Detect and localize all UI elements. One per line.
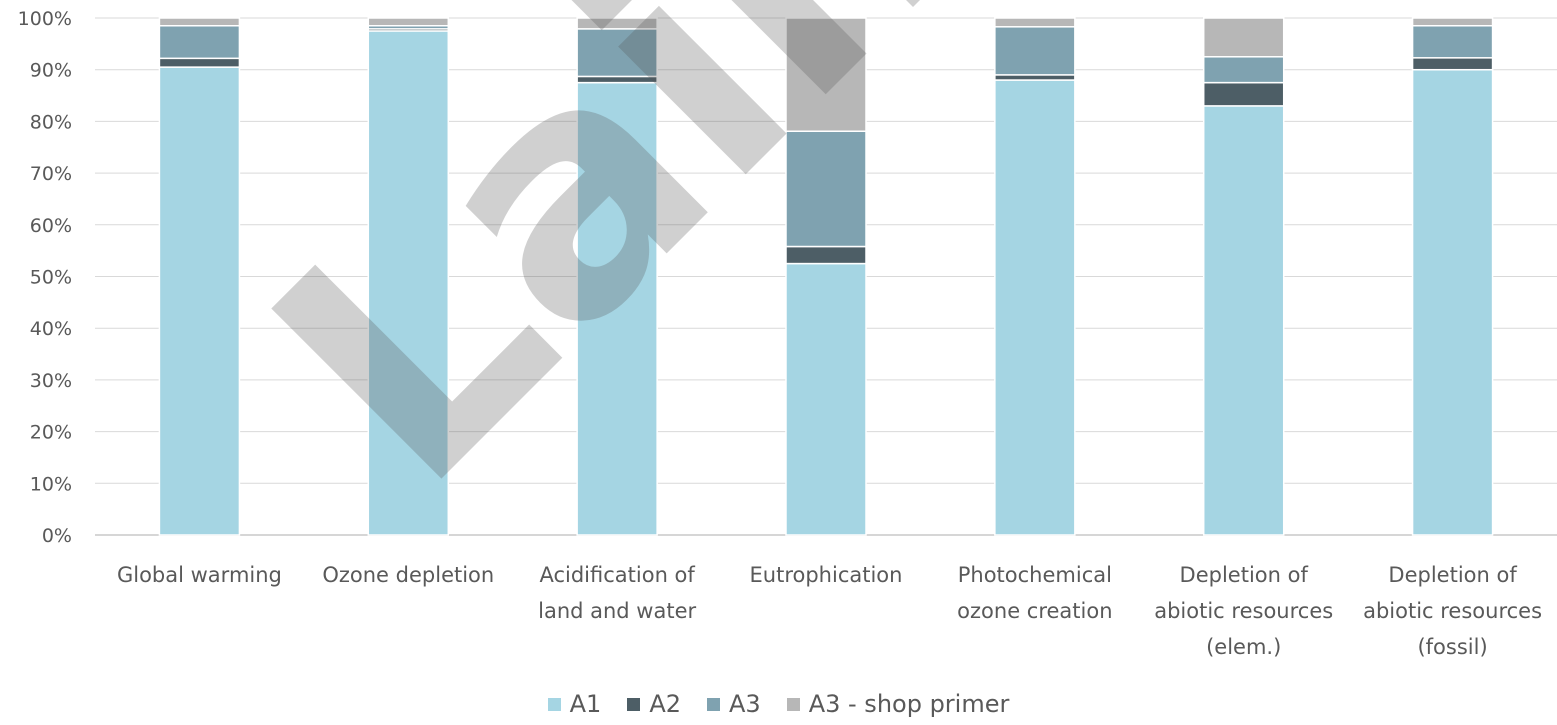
- y-tick-label: 0%: [42, 525, 72, 547]
- y-tick-label: 60%: [30, 215, 72, 237]
- bars: [158, 17, 1494, 536]
- legend-item: A3 - shop primer: [786, 690, 1010, 718]
- y-tick-label: 90%: [30, 60, 72, 82]
- bar-segment-a1: [1411, 68, 1494, 536]
- bar-segment-a3: [785, 130, 867, 248]
- bar-segment-a3: [576, 28, 658, 78]
- legend-swatch: [627, 697, 641, 711]
- y-tick-label: 100%: [18, 8, 72, 30]
- legend-item: A1: [547, 690, 602, 718]
- legend-item: A2: [627, 690, 681, 718]
- bar-segment-a3: [1411, 25, 1494, 59]
- x-tick-label: Ozone depletion: [322, 563, 494, 587]
- bar-segment-a3: [158, 25, 241, 60]
- bar-segment-a3-shop-primer: [1202, 17, 1285, 58]
- y-tick-label: 30%: [30, 370, 72, 392]
- legend-label: A3 - shop primer: [808, 690, 1010, 718]
- x-tick-label: Global warming: [117, 563, 282, 587]
- legend-label: A2: [649, 690, 682, 718]
- y-tick-label: 20%: [30, 422, 72, 444]
- bar-segment-a2: [576, 75, 658, 84]
- legend-swatch: [786, 697, 800, 711]
- bar-segment-a3-shop-primer: [994, 17, 1076, 28]
- y-tick-label: 40%: [30, 318, 72, 340]
- legend-label: A3: [729, 690, 761, 718]
- bar-segment-a2: [785, 245, 867, 265]
- bar-segment-a1: [994, 79, 1076, 536]
- legend-swatch: [707, 697, 721, 711]
- legend: A1 A2 A3 A3 - shop primer: [0, 690, 1557, 718]
- stacked-bar-chart: 0% 10% 20% 30% 40% 50% 60% 70% 80% 90% 100% Global…: [18, 8, 1557, 659]
- y-tick-label: 10%: [30, 473, 72, 495]
- x-tick-label: Depletion of abiotic resources (fossil): [1363, 563, 1542, 659]
- bar-segment-a1: [785, 262, 867, 536]
- x-axis: Global warming Ozone depletion Acidificati…: [117, 563, 1542, 659]
- bar-segment-a2: [994, 74, 1076, 81]
- y-tick-label: 50%: [30, 267, 72, 289]
- legend-label: A1: [569, 690, 602, 718]
- x-tick-label: Acidification of land and water: [538, 563, 696, 623]
- bar-segment-a1: [158, 66, 241, 536]
- y-tick-label: 80%: [30, 111, 72, 133]
- bar-segment-a3: [994, 26, 1076, 76]
- legend-swatch: [547, 697, 561, 711]
- x-tick-label: Photochemical ozone creation: [957, 563, 1112, 623]
- bar-segment-a3-shop-primer: [576, 17, 658, 30]
- x-tick-label: Eutrophication: [750, 563, 903, 587]
- bar-segment-a1: [576, 81, 658, 536]
- bar-segment-a1: [1202, 105, 1285, 536]
- bar-segment-a3-shop-primer: [785, 17, 867, 132]
- bar-segment-a3-shop-primer: [1411, 17, 1494, 27]
- legend-item: A3: [707, 690, 761, 718]
- bar-segment-a2: [158, 57, 241, 68]
- bar-segment-a3: [1202, 56, 1285, 84]
- bar-segment-a3-shop-primer: [158, 17, 241, 27]
- bar-segment-a2: [1411, 57, 1494, 71]
- bar-segment-a2: [1202, 81, 1285, 107]
- bar-segment-a1: [367, 30, 450, 536]
- y-tick-label: 70%: [30, 163, 72, 185]
- y-axis: 0% 10% 20% 30% 40% 50% 60% 70% 80% 90% 100%: [18, 8, 72, 547]
- x-tick-label: Depletion of abiotic resources (elem.): [1154, 563, 1333, 659]
- bar-segment-a3-shop-primer: [367, 17, 450, 27]
